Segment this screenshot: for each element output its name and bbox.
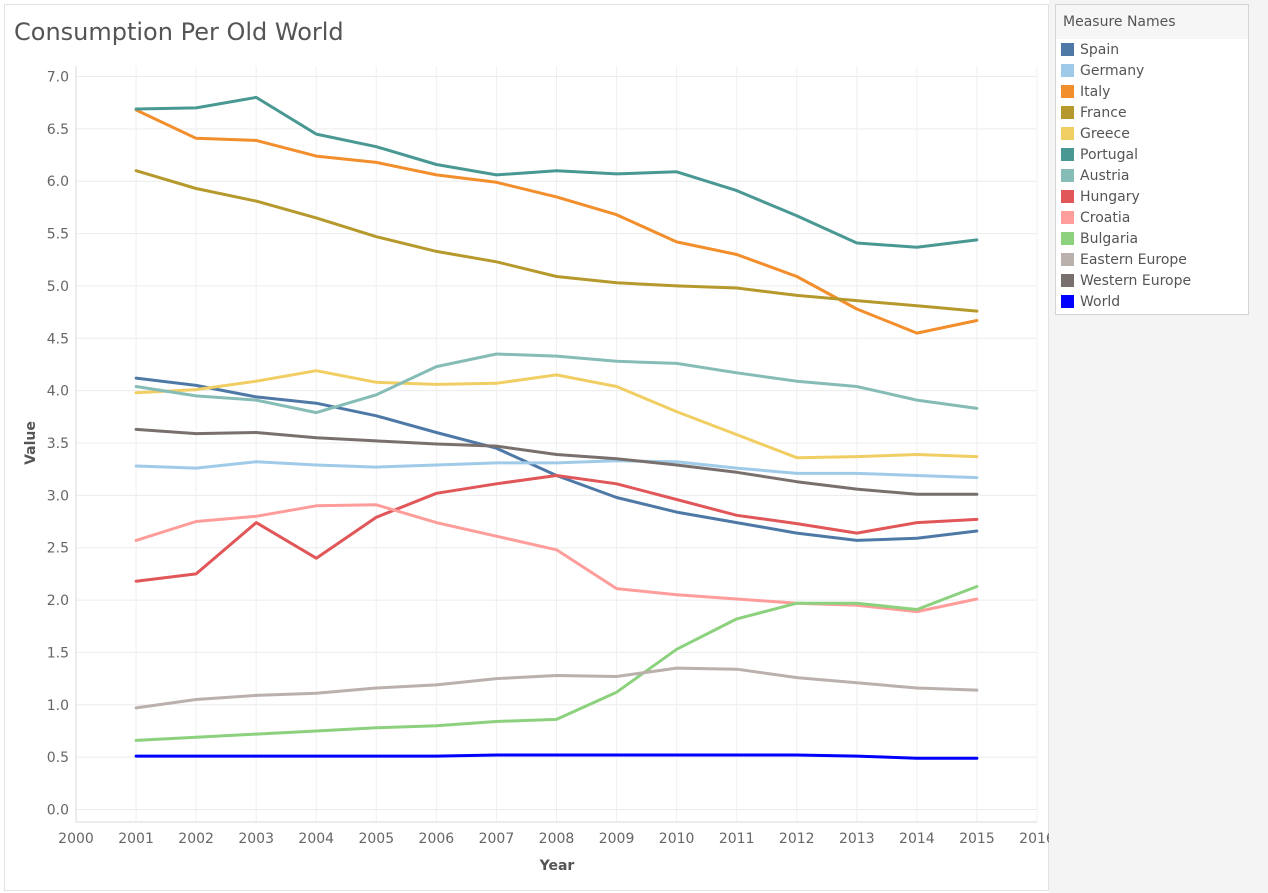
- y-tick-label-8: 4.0: [47, 384, 69, 400]
- y-tick-label-6: 3.0: [47, 488, 69, 504]
- legend-item-portugal[interactable]: Portugal: [1056, 144, 1248, 165]
- legend-label: Croatia: [1080, 209, 1131, 226]
- legend-label: Greece: [1080, 125, 1130, 142]
- x-tick-label-0: 2000: [58, 831, 94, 847]
- legend-item-greece[interactable]: Greece: [1056, 123, 1248, 144]
- legend-swatch: [1061, 127, 1074, 140]
- legend-label: Eastern Europe: [1080, 251, 1187, 268]
- legend-label: Spain: [1080, 41, 1120, 58]
- x-tick-label-2: 2002: [178, 831, 214, 847]
- y-tick-label-13: 6.5: [47, 122, 69, 138]
- legend-label: World: [1080, 293, 1121, 310]
- x-tick-label-12: 2012: [779, 831, 815, 847]
- y-tick-label-7: 3.5: [47, 436, 69, 452]
- series-line-world[interactable]: [134, 753, 979, 760]
- legend-item-germany[interactable]: Germany: [1056, 60, 1248, 81]
- chart-title: Consumption Per Old World: [14, 18, 344, 46]
- legend-label: Western Europe: [1080, 272, 1192, 289]
- legend-swatch: [1061, 106, 1074, 119]
- y-axis-title: Value: [23, 421, 39, 465]
- legend-label: Germany: [1080, 62, 1145, 79]
- legend-item-western-europe[interactable]: Western Europe: [1056, 270, 1248, 291]
- y-tick-label-11: 5.5: [47, 227, 69, 243]
- legend-item-austria[interactable]: Austria: [1056, 165, 1248, 186]
- legend-swatch: [1061, 64, 1074, 77]
- x-tick-label-4: 2004: [298, 831, 334, 847]
- x-tick-label-1: 2001: [118, 831, 154, 847]
- series-line-portugal[interactable]: [134, 95, 979, 249]
- y-tick-label-3: 1.5: [47, 645, 69, 661]
- y-tick-label-4: 2.0: [47, 593, 69, 609]
- legend-item-italy[interactable]: Italy: [1056, 81, 1248, 102]
- y-tick-label-2: 1.0: [47, 698, 69, 714]
- x-tick-label-13: 2013: [839, 831, 875, 847]
- legend-item-spain[interactable]: Spain: [1056, 39, 1248, 60]
- y-tick-label-12: 6.0: [47, 174, 69, 190]
- x-tick-label-9: 2009: [599, 831, 635, 847]
- legend-label: Portugal: [1080, 146, 1138, 163]
- x-axis-title: Year: [539, 858, 575, 874]
- x-tick-label-7: 2007: [479, 831, 515, 847]
- x-tick-label-11: 2011: [719, 831, 755, 847]
- legend-title: Measure Names: [1056, 5, 1248, 39]
- legend-label: Italy: [1080, 83, 1111, 100]
- legend-item-france[interactable]: France: [1056, 102, 1248, 123]
- chart-panel: [4, 4, 1049, 891]
- y-tick-label-0: 0.0: [47, 803, 69, 819]
- x-tick-label-16: 2016: [1019, 831, 1049, 847]
- y-tick-label-14: 7.0: [47, 70, 69, 86]
- legend-swatch: [1061, 295, 1074, 308]
- legend-swatch: [1061, 211, 1074, 224]
- legend-item-eastern-europe[interactable]: Eastern Europe: [1056, 249, 1248, 270]
- legend-label: Hungary: [1080, 188, 1140, 205]
- series-line-western-europe[interactable]: [134, 427, 979, 496]
- x-tick-label-5: 2005: [358, 831, 394, 847]
- legend-swatch: [1061, 274, 1074, 287]
- y-tick-label-1: 0.5: [47, 750, 69, 766]
- x-tick-label-15: 2015: [959, 831, 995, 847]
- series-line-greece[interactable]: [134, 369, 979, 460]
- legend-swatch: [1061, 169, 1074, 182]
- series-line-germany[interactable]: [134, 459, 979, 480]
- legend[interactable]: Measure Names Spain Germany Italy France Gre…: [1055, 4, 1249, 315]
- legend-label: France: [1080, 104, 1127, 121]
- line-chart: 0.0 0.5 1.0 1.5 2.0 2.5 3.0 3.5 4.0 4.5 5.0 5.5 6.0 6…: [23, 66, 1049, 874]
- legend-swatch: [1061, 43, 1074, 56]
- series-line-eastern-europe[interactable]: [134, 666, 979, 710]
- legend-swatch: [1061, 190, 1074, 203]
- y-tick-label-10: 5.0: [47, 279, 69, 295]
- legend-item-world[interactable]: World: [1056, 291, 1248, 312]
- x-tick-label-3: 2003: [238, 831, 274, 847]
- legend-swatch: [1061, 148, 1074, 161]
- series-line-hungary[interactable]: [134, 474, 979, 583]
- legend-item-bulgaria[interactable]: Bulgaria: [1056, 228, 1248, 249]
- x-tick-label-6: 2006: [419, 831, 455, 847]
- legend-items: Spain Germany Italy France Greece Portugal Aus…: [1056, 39, 1248, 312]
- series-line-bulgaria[interactable]: [134, 585, 979, 742]
- legend-swatch: [1061, 232, 1074, 245]
- legend-item-croatia[interactable]: Croatia: [1056, 207, 1248, 228]
- legend-item-hungary[interactable]: Hungary: [1056, 186, 1248, 207]
- legend-label: Bulgaria: [1080, 230, 1139, 247]
- series-line-france[interactable]: [134, 169, 979, 313]
- x-tick-label-10: 2010: [659, 831, 695, 847]
- y-tick-label-5: 2.5: [47, 541, 69, 557]
- legend-label: Austria: [1080, 167, 1130, 184]
- legend-swatch: [1061, 85, 1074, 98]
- legend-swatch: [1061, 253, 1074, 266]
- x-tick-label-14: 2014: [899, 831, 935, 847]
- y-tick-label-9: 4.5: [47, 331, 69, 347]
- series-line-austria[interactable]: [134, 352, 979, 415]
- x-tick-label-8: 2008: [539, 831, 575, 847]
